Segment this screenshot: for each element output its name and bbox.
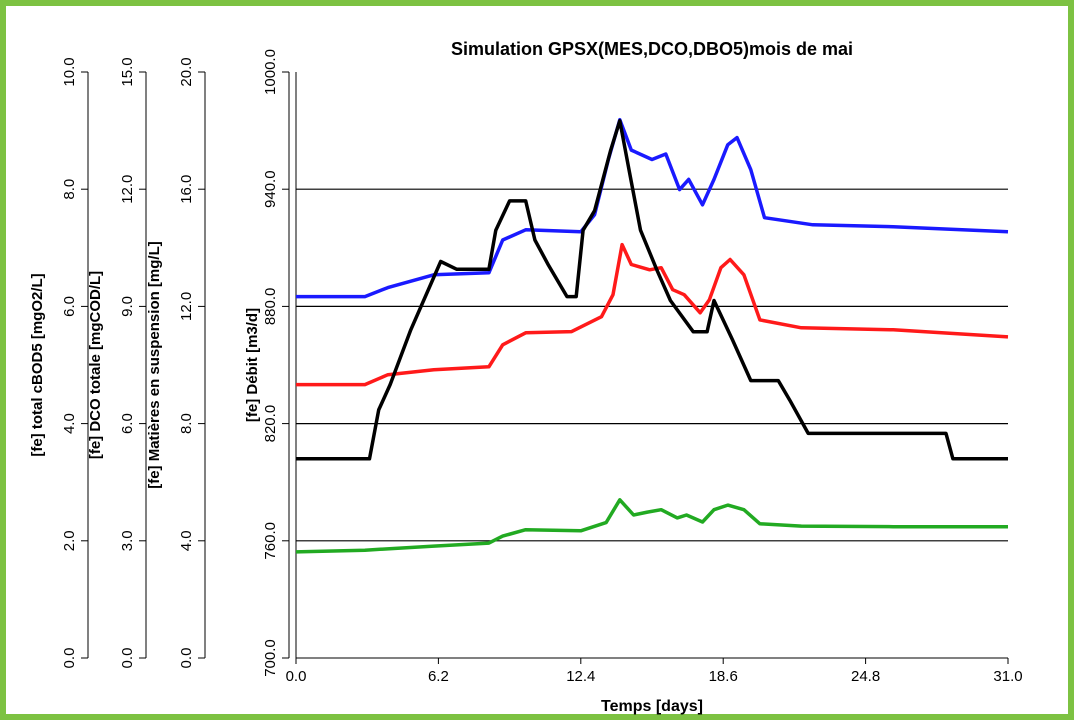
x-tick-label: 24.8 <box>851 668 880 685</box>
y-tick-label: 12.0 <box>178 292 195 321</box>
y-tick-label: 4.0 <box>61 413 78 434</box>
series-line <box>296 119 1008 461</box>
x-tick-label: 18.6 <box>709 668 738 685</box>
y-tick-label: 700.0 <box>262 639 279 677</box>
y-axis-label: [fe] total cBOD5 [mgO2/L] <box>29 273 46 456</box>
y-tick-label: 0.0 <box>178 648 195 669</box>
series-line <box>295 498 1008 554</box>
y-tick-label: 4.0 <box>178 530 195 551</box>
x-tick-label: 0.0 <box>286 668 307 685</box>
y-tick-label: 20.0 <box>178 57 195 86</box>
x-axis-label: Temps [days] <box>601 698 703 715</box>
y-tick-label: 9.0 <box>119 296 136 317</box>
y-tick-label: 1000.0 <box>262 49 279 95</box>
y-tick-label: 8.0 <box>178 413 195 434</box>
x-tick-label: 6.2 <box>428 668 449 685</box>
y-tick-label: 6.0 <box>119 413 136 434</box>
y-tick-label: 2.0 <box>61 530 78 551</box>
y-tick-label: 940.0 <box>262 170 279 208</box>
x-tick-label: 31.0 <box>993 668 1022 685</box>
y-tick-label: 0.0 <box>119 648 136 669</box>
y-tick-label: 6.0 <box>61 296 78 317</box>
y-tick-label: 15.0 <box>119 57 136 86</box>
x-tick-label: 12.4 <box>566 668 595 685</box>
y-tick-label: 880.0 <box>262 288 279 326</box>
y-tick-label: 760.0 <box>262 522 279 560</box>
y-axis-label: [fe] Débit [m3/d] <box>244 308 261 422</box>
y-tick-label: 820.0 <box>262 405 279 443</box>
y-tick-label: 10.0 <box>61 57 78 86</box>
y-axis-label: [fe] DCO totale [mgCOD/L] <box>87 271 104 459</box>
y-tick-label: 16.0 <box>178 175 195 204</box>
y-tick-label: 8.0 <box>61 179 78 200</box>
y-tick-label: 12.0 <box>119 175 136 204</box>
series-line <box>296 242 1009 387</box>
series-line <box>296 117 1009 299</box>
y-tick-label: 3.0 <box>119 530 136 551</box>
y-tick-label: 0.0 <box>61 648 78 669</box>
y-axis-label: [fe] Matières en suspension [mg/L] <box>146 241 163 489</box>
chart-title: Simulation GPSX(MES,DCO,DBO5)mois de mai <box>451 39 853 59</box>
